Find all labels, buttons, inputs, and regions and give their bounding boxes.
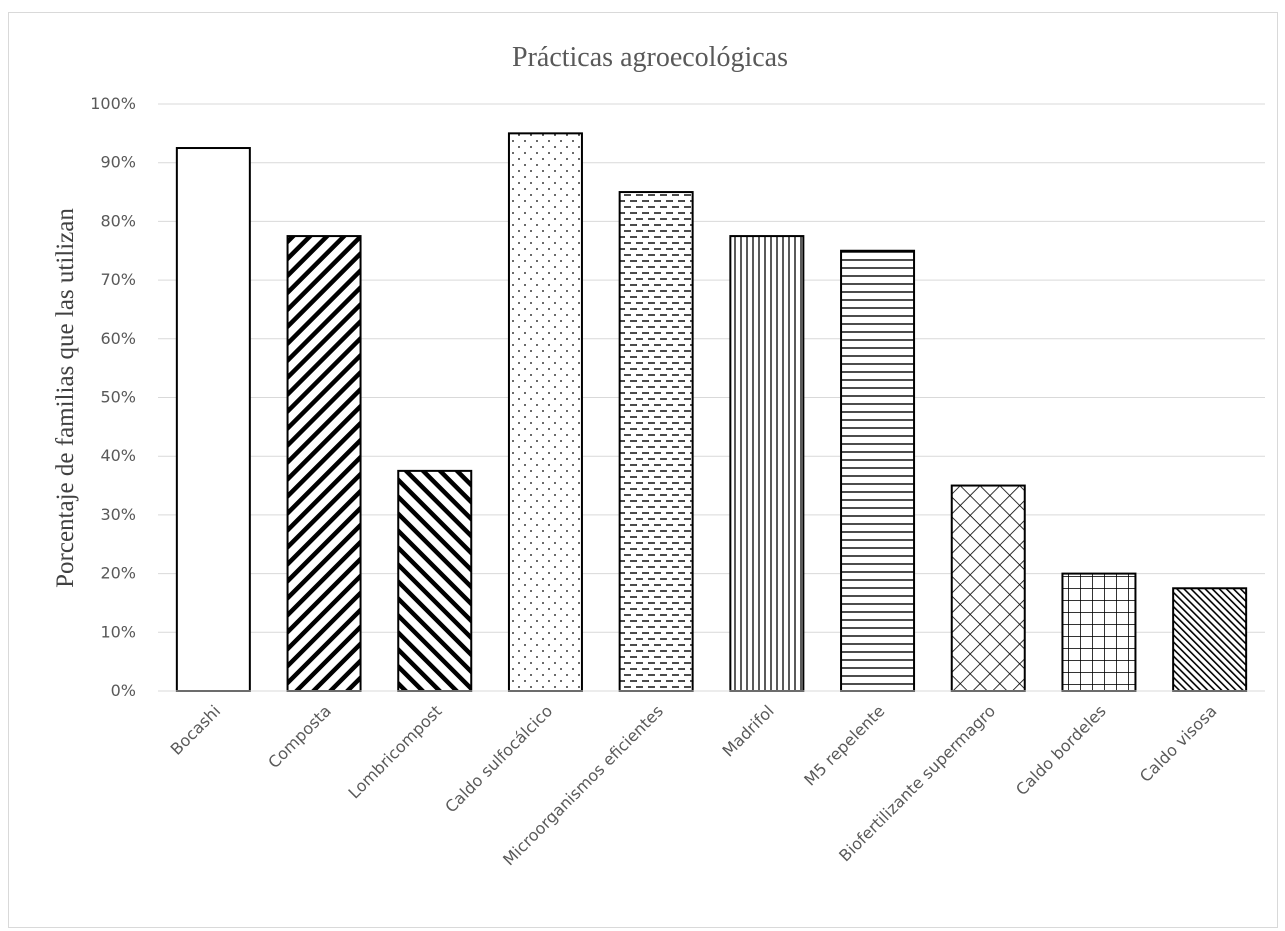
y-tick-label: 90% xyxy=(100,153,136,172)
bar xyxy=(397,469,473,692)
x-category-label: Caldo sulfocálcico xyxy=(441,701,556,816)
y-tick-label: 40% xyxy=(100,446,136,465)
chart-title: Prácticas agroecológicas xyxy=(512,42,788,73)
bar xyxy=(950,484,1026,692)
bar xyxy=(1061,572,1137,692)
bar xyxy=(175,147,251,692)
y-tick-label: 80% xyxy=(100,211,136,230)
bar xyxy=(507,132,583,693)
y-tick-label: 70% xyxy=(100,270,136,289)
x-category-label: Caldo visosa xyxy=(1136,701,1221,786)
bar xyxy=(729,235,805,692)
y-tick-label: 30% xyxy=(100,505,136,524)
x-category-label: Composta xyxy=(264,701,335,772)
y-tick-label: 10% xyxy=(100,622,136,641)
bar xyxy=(840,249,916,692)
y-axis-label: Porcentaje de familias que las utilizan xyxy=(52,208,79,588)
x-category-label: Lombricompost xyxy=(345,701,446,802)
y-tick-label: 20% xyxy=(100,564,136,583)
x-category-label: Bocashi xyxy=(167,701,224,758)
x-category-label: Madrifol xyxy=(719,701,778,760)
y-tick-label: 100% xyxy=(90,94,136,113)
x-category-label: Caldo bordeles xyxy=(1012,701,1110,799)
bars xyxy=(175,132,1248,693)
y-tick-label: 60% xyxy=(100,329,136,348)
bar xyxy=(286,235,362,692)
x-category-label: M5 repelente xyxy=(800,701,888,789)
bar xyxy=(618,191,694,693)
y-tick-label: 50% xyxy=(100,388,136,407)
bar xyxy=(1172,587,1248,693)
y-axis-ticks: 0% 10% 20% 30% 40% 50% 60% 70% 80% 90% 100% xyxy=(90,94,136,700)
y-tick-label: 0% xyxy=(111,681,136,700)
